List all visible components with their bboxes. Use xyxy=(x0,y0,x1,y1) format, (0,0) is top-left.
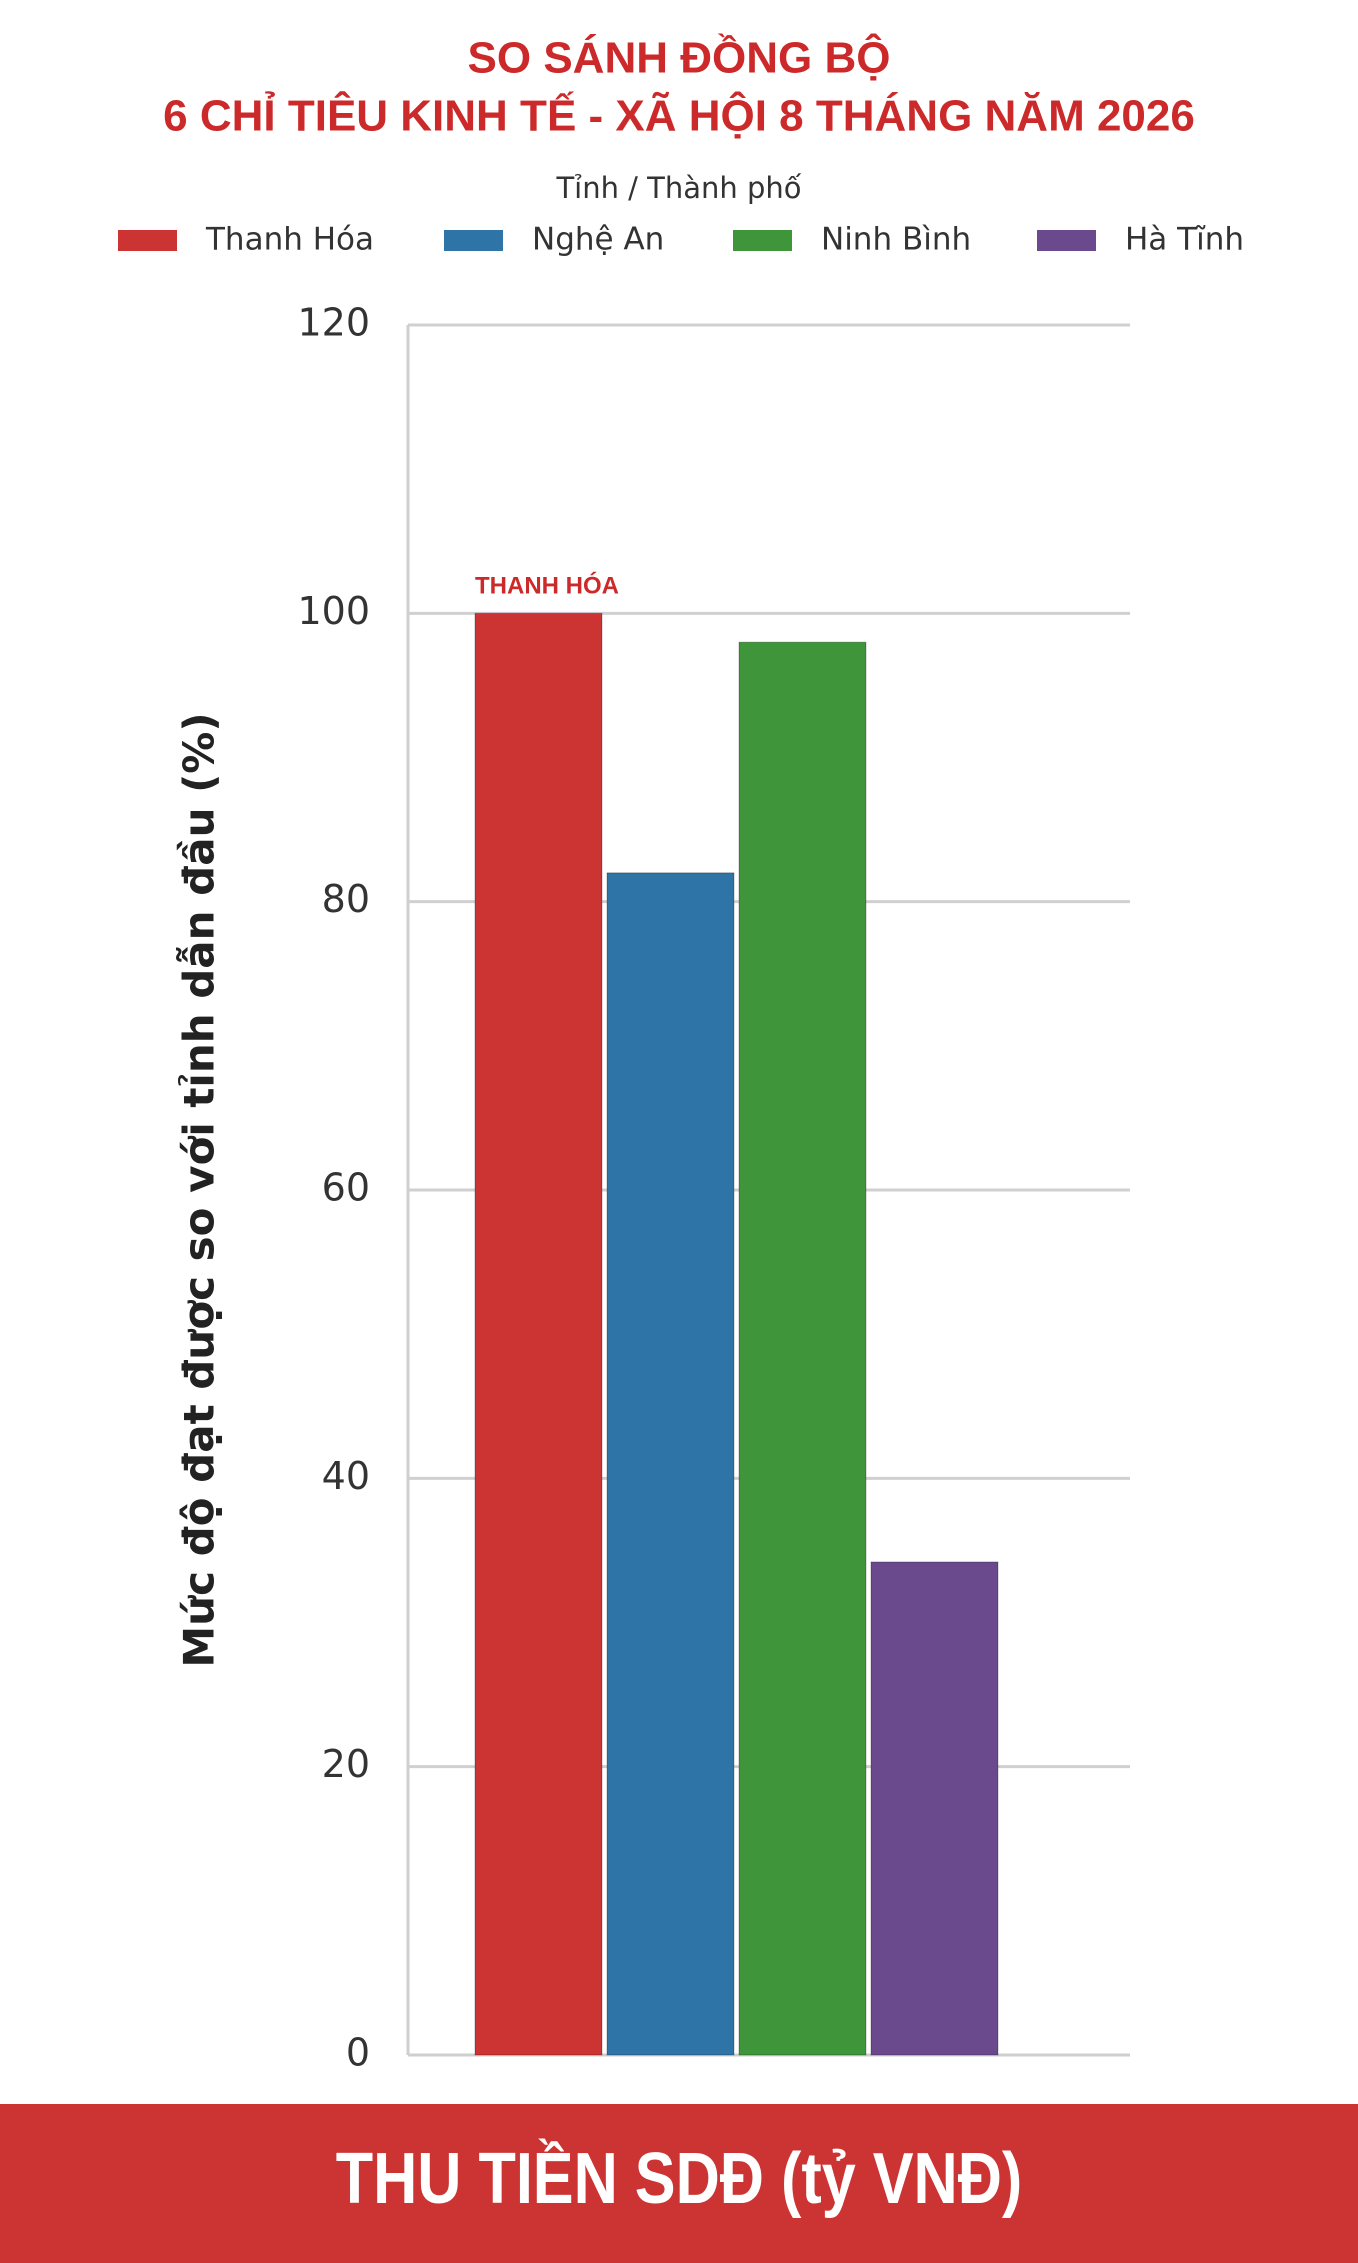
y-tick-label: 120 xyxy=(297,301,370,345)
y-tick-label: 60 xyxy=(322,1166,370,1210)
legend-swatch xyxy=(118,230,177,251)
legend-swatch xyxy=(733,230,792,251)
y-tick-label: 80 xyxy=(322,877,370,921)
bar xyxy=(738,641,867,2056)
legend-label: Ninh Bình xyxy=(821,222,971,258)
legend-title: Tỉnh / Thành phố xyxy=(555,171,801,205)
annotation: THANH HÓA xyxy=(475,572,619,600)
legend-swatch xyxy=(1037,230,1096,251)
bar xyxy=(870,1561,999,2056)
chart-title: 6 CHỈ TIÊU KINH TẾ - XÃ HỘI 8 THÁNG NĂM … xyxy=(163,90,1195,141)
footer-band xyxy=(0,2104,1358,2263)
y-tick-label: 100 xyxy=(297,589,370,633)
legend-label: Nghệ An xyxy=(532,222,664,258)
legend-label: Thanh Hóa xyxy=(205,222,374,258)
y-axis-label: Mức độ đạt được so với tỉnh dẫn đầu (%) xyxy=(175,712,224,1667)
y-tick-label: 0 xyxy=(346,2031,370,2075)
bar xyxy=(606,872,735,2056)
y-tick-label: 40 xyxy=(322,1454,370,1498)
y-tick-label: 20 xyxy=(322,1742,370,1786)
legend-label: Hà Tĩnh xyxy=(1125,222,1244,258)
footer-text: THU TIỀN SDĐ (tỷ VNĐ) xyxy=(336,2138,1023,2219)
bar xyxy=(474,612,603,2056)
chart-title: SO SÁNH ĐỒNG BỘ xyxy=(468,32,891,83)
legend-swatch xyxy=(444,230,503,251)
